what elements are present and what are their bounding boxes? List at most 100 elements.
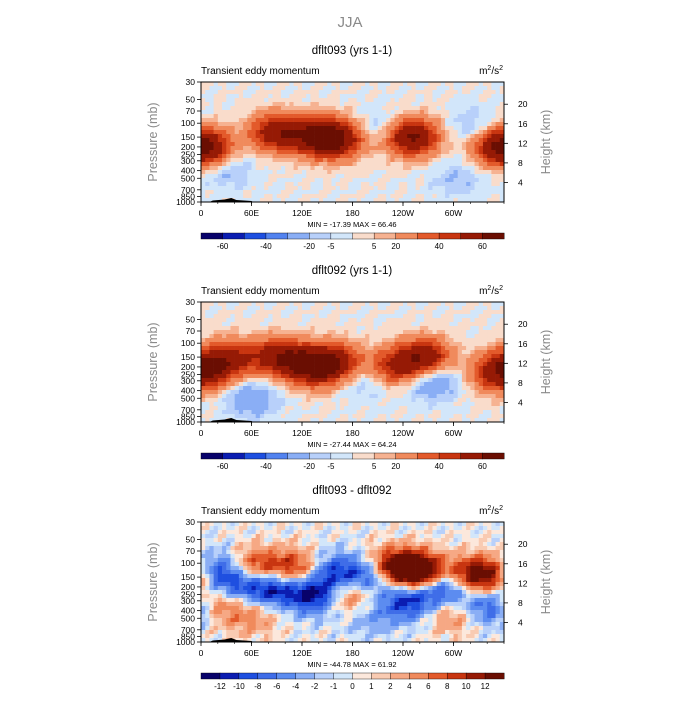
field-cell [281, 378, 286, 382]
field-cell [357, 158, 362, 162]
field-cell [214, 306, 219, 310]
field-cell [386, 94, 391, 98]
field-cell [289, 82, 294, 86]
field-cell [256, 154, 261, 158]
field-cell [390, 86, 395, 90]
field-cell [365, 110, 370, 114]
field-cell [479, 170, 484, 174]
field-cell [420, 306, 425, 310]
field-cell [344, 178, 349, 182]
field-cell [323, 130, 328, 134]
field-cell [420, 370, 425, 374]
field-cell [424, 174, 429, 178]
field-cell [382, 98, 387, 102]
field-cell [382, 414, 387, 418]
field-cell [353, 378, 358, 382]
field-cell [399, 386, 404, 390]
field-cell [252, 138, 257, 142]
field-cell [487, 194, 492, 198]
field-cell [209, 178, 214, 182]
field-cell [491, 414, 496, 418]
field-cell [483, 102, 488, 106]
field-cell [437, 414, 442, 418]
field-cell [378, 366, 383, 370]
field-cell [302, 354, 307, 358]
field-cell [327, 146, 332, 150]
field-cell [344, 342, 349, 346]
field-cell [491, 118, 496, 122]
field-cell [395, 354, 400, 358]
field-cell [340, 314, 345, 318]
field-cell [222, 402, 227, 406]
field-cell [268, 170, 273, 174]
field-cell [209, 330, 214, 334]
field-cell [264, 338, 269, 342]
field-cell [420, 134, 425, 138]
field-cell [411, 338, 416, 342]
field-cell [277, 174, 282, 178]
field-cell [264, 382, 269, 386]
field-cell [411, 190, 416, 194]
field-cell [340, 362, 345, 366]
field-cell [260, 142, 265, 146]
field-cell [458, 330, 463, 334]
field-cell [298, 194, 303, 198]
field-cell [239, 178, 244, 182]
field-cell [432, 134, 437, 138]
field-cell [214, 154, 219, 158]
field-cell [382, 126, 387, 130]
field-cell [395, 346, 400, 350]
colorbar-label: -60 [217, 242, 229, 251]
field-cell [353, 166, 358, 170]
field-cell [441, 318, 446, 322]
field-cell [378, 326, 383, 330]
field-cell [285, 414, 290, 418]
field-cell [449, 526, 454, 530]
field-cell [289, 366, 294, 370]
field-cell [273, 330, 278, 334]
field-cell [403, 402, 408, 406]
field-cell [239, 86, 244, 90]
field-cell [496, 542, 501, 546]
field-cell [357, 406, 362, 410]
field-cell [466, 542, 471, 546]
field-cell [319, 122, 324, 126]
field-cell [310, 530, 315, 534]
field-cell [310, 310, 315, 314]
field-cell [336, 154, 341, 158]
field-cell [369, 138, 374, 142]
field-cell [289, 342, 294, 346]
field-cell [374, 122, 379, 126]
field-cell [239, 338, 244, 342]
field-cell [331, 374, 336, 378]
field-cell [222, 106, 227, 110]
field-cell [378, 102, 383, 106]
field-cell [218, 382, 223, 386]
colorbar-swatch [331, 233, 353, 239]
field-cell [327, 402, 332, 406]
field-cell [487, 174, 492, 178]
field-cell [458, 354, 463, 358]
field-cell [260, 162, 265, 166]
field-cell [277, 86, 282, 90]
field-cell [218, 114, 223, 118]
field-cell [374, 90, 379, 94]
field-cell [277, 390, 282, 394]
field-cell [209, 118, 214, 122]
field-cell [437, 390, 442, 394]
field-cell [344, 162, 349, 166]
field-cell [420, 402, 425, 406]
field-cell [374, 522, 379, 526]
contour-field [201, 82, 504, 202]
field-cell [407, 130, 412, 134]
field-cell [260, 178, 265, 182]
field-cell [315, 346, 320, 350]
field-cell [403, 522, 408, 526]
field-cell [226, 330, 231, 334]
field-cell [470, 542, 475, 546]
field-cell [365, 310, 370, 314]
field-cell [445, 182, 450, 186]
field-cell [294, 326, 299, 330]
field-cell [462, 318, 467, 322]
field-cell [361, 522, 366, 526]
